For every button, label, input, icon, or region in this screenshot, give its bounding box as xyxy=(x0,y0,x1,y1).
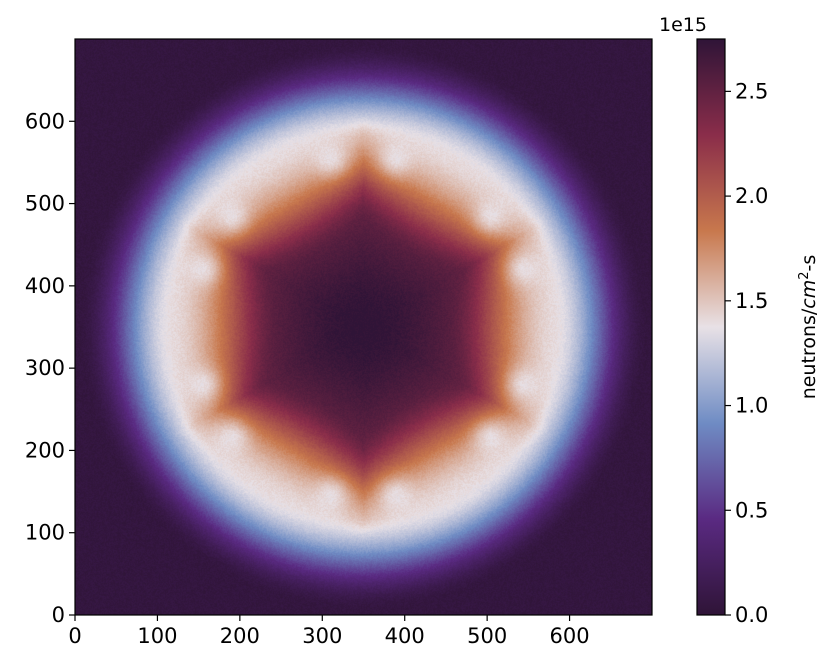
y-axis: 0 100 200 300 400 500 600 xyxy=(25,109,75,627)
colorbar-gradient xyxy=(697,39,725,615)
colorbar-label-main: neutrons/ xyxy=(798,308,820,399)
y-tick-label: 200 xyxy=(25,438,65,462)
colorbar-label-exp: 2 xyxy=(797,271,812,279)
colorbar-tick-label: 1.5 xyxy=(735,289,768,313)
colorbar-scale-label: 1e15 xyxy=(659,14,707,36)
y-tick-label: 300 xyxy=(25,356,65,380)
colorbar-tick-label: 2.5 xyxy=(735,79,768,103)
colorbar: 0.0 0.5 1.0 1.5 2.0 2.5 1e15 neutrons/cm2-s xyxy=(659,14,820,627)
x-axis: 0 100 200 300 400 500 600 xyxy=(68,615,590,648)
plot-frame xyxy=(74,38,653,616)
y-tick-label: 400 xyxy=(25,274,65,298)
colorbar-tick-label: 0.0 xyxy=(735,603,768,627)
x-tick-label: 600 xyxy=(550,624,590,648)
x-tick-label: 300 xyxy=(302,624,342,648)
colorbar-ticks: 0.0 0.5 1.0 1.5 2.0 2.5 xyxy=(725,79,768,627)
x-tick-label: 200 xyxy=(220,624,260,648)
heatmap-image xyxy=(75,39,652,615)
x-tick-label: 0 xyxy=(68,624,81,648)
colorbar-tick-label: 1.0 xyxy=(735,394,768,418)
colorbar-label: neutrons/cm2-s xyxy=(797,255,820,400)
plot-area: 0 100 200 300 400 500 600 0 100 200 300 400 500 600 xyxy=(25,38,653,648)
y-tick-label: 0 xyxy=(52,603,65,627)
x-tick-label: 400 xyxy=(385,624,425,648)
colorbar-tick-label: 2.0 xyxy=(735,184,768,208)
y-tick-label: 500 xyxy=(25,192,65,216)
x-tick-label: 100 xyxy=(137,624,177,648)
colorbar-tick-label: 0.5 xyxy=(735,498,768,522)
colorbar-label-unit: cm xyxy=(798,280,820,309)
x-tick-label: 500 xyxy=(467,624,507,648)
colorbar-frame xyxy=(696,38,726,616)
colorbar-label-tail: -s xyxy=(798,255,820,272)
heatmap-image-holder xyxy=(75,39,652,615)
y-tick-label: 100 xyxy=(25,521,65,545)
y-tick-label: 600 xyxy=(25,109,65,133)
